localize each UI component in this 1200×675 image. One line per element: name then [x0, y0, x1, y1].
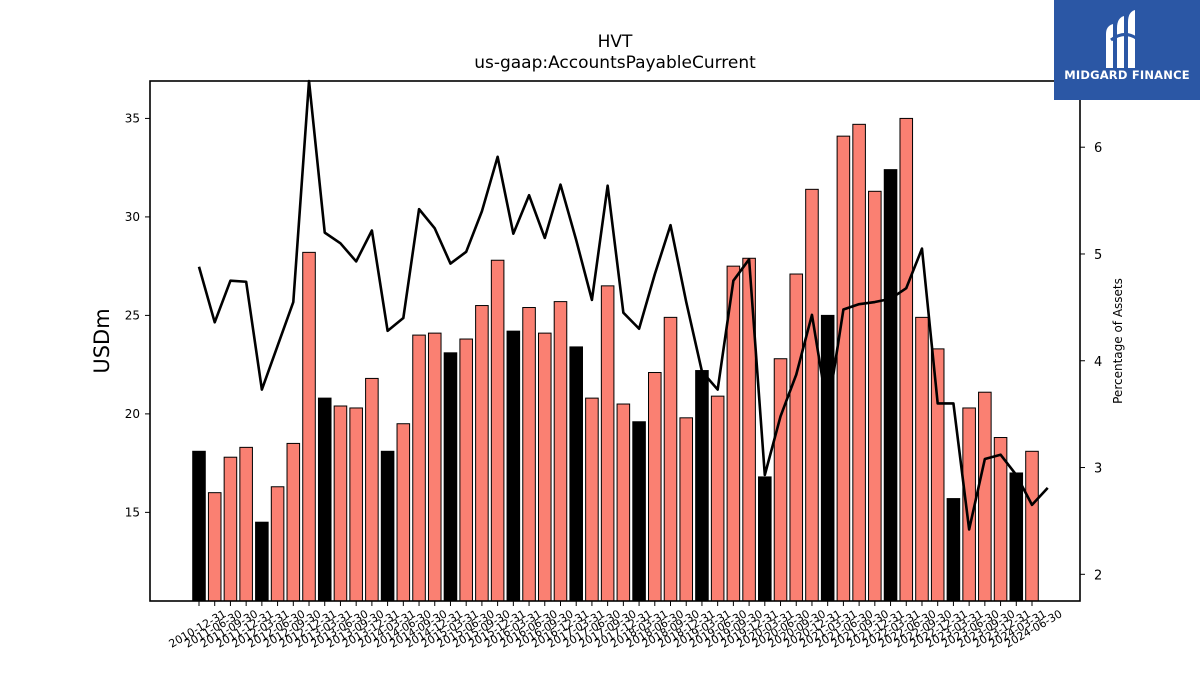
bar-2021-03-31: [836, 135, 851, 602]
bar-2016-06-30: [537, 332, 552, 602]
series-line: [197, 79, 1049, 531]
bar-2020-06-30: [789, 273, 804, 602]
bar-2022-06-30: [915, 316, 929, 602]
bar-2018-06-30: [663, 316, 678, 602]
bar-2013-06-30: [349, 407, 363, 602]
bar-2016-09-30: [553, 301, 568, 602]
bar-2014-12-31: [443, 352, 458, 602]
bar-2015-09-30: [490, 259, 505, 602]
bar-2012-12-31: [317, 397, 332, 602]
y2-tick-label: 2: [1094, 568, 1102, 583]
bar-2022-03-31: [899, 117, 914, 602]
y-tick-label: 30: [125, 210, 140, 224]
bar-2014-09-30: [427, 332, 442, 602]
midgard-logo-icon: [1106, 10, 1137, 68]
bar-2012-03-31: [270, 486, 285, 602]
bar-2012-06-30: [286, 442, 301, 602]
bar-2020-09-30: [805, 188, 819, 602]
bar-2012-09-30: [302, 251, 316, 602]
bar-2020-03-31: [773, 358, 788, 602]
bar-2019-03-31: [710, 395, 725, 602]
bar-2023-12-31: [1009, 472, 1024, 602]
y-tick-label: 35: [125, 111, 140, 125]
y2-axis-label: Percentage of Assets: [1111, 278, 1125, 404]
y-tick-label: 25: [125, 308, 140, 322]
bar-2015-12-31: [506, 330, 521, 602]
bar-2021-09-30: [868, 190, 882, 602]
bar-2017-09-30: [616, 403, 631, 602]
bar-2017-06-30: [600, 285, 615, 602]
bar-2011-12-31: [255, 521, 269, 602]
bar-2023-06-30: [978, 391, 992, 602]
bar-2018-03-31: [648, 372, 662, 602]
bar-2024-03-31: [1025, 450, 1039, 602]
bar-2022-09-30: [930, 348, 945, 602]
y2-tick-label: 5: [1094, 248, 1102, 263]
y-tick-label: 20: [125, 407, 140, 421]
brand-name: MIDGARD FINANCE: [1064, 68, 1190, 82]
bar-2016-12-31: [569, 346, 583, 602]
bar-2022-12-31: [946, 498, 961, 602]
bar-2015-06-30: [475, 305, 489, 602]
y2-tick-label: 4: [1094, 355, 1102, 370]
bar-2019-12-31: [758, 476, 772, 602]
bar-2013-12-31: [380, 450, 395, 602]
bar-2010-12-31: [192, 450, 206, 602]
bar-2013-03-31: [333, 405, 348, 602]
bar-2017-03-31: [585, 397, 599, 602]
bar-2017-12-31: [632, 421, 646, 602]
brand-logo: MIDGARD FINANCE: [1054, 0, 1200, 100]
y-tick-label: 15: [125, 505, 140, 519]
bar-2013-09-30: [365, 377, 379, 602]
y-axis-label: USDm: [90, 308, 114, 373]
bar-2015-03-31: [459, 338, 473, 602]
bar-2018-12-31: [695, 370, 709, 602]
bar-2011-06-30: [223, 456, 238, 602]
chart-subtitle: us-gaap:AccountsPayableCurrent: [474, 53, 756, 73]
bar-2016-03-31: [522, 307, 536, 602]
bar-2011-03-31: [207, 492, 222, 602]
bar-2014-03-31: [396, 423, 411, 602]
bar-2020-12-31: [820, 314, 835, 602]
bar-2021-06-30: [852, 123, 866, 602]
bar-2014-06-30: [412, 334, 426, 602]
bar-2011-09-30: [239, 446, 253, 602]
bar-2021-12-31: [883, 169, 898, 602]
bar-2018-09-30: [679, 417, 694, 602]
y2-tick-label: 3: [1094, 462, 1102, 477]
y2-tick-label: 6: [1094, 141, 1102, 156]
chart-title: HVT: [597, 32, 633, 52]
